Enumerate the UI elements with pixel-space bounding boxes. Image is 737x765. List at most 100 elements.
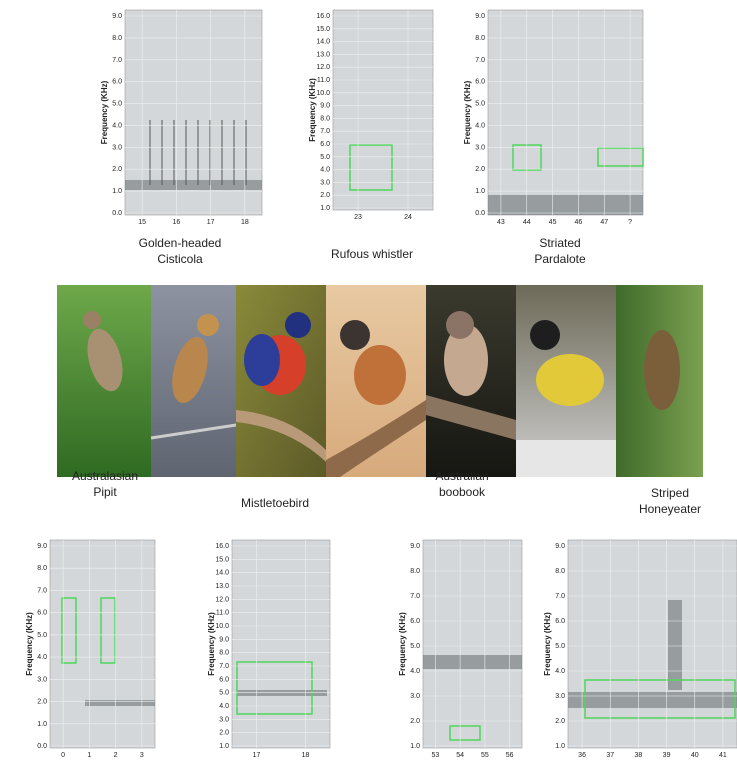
y-tick-label: 4.0 [320, 167, 330, 174]
y-tick-label: 4.0 [410, 668, 420, 675]
species-label: Mistletoebird [241, 496, 309, 510]
species-label: Rufous whistler [331, 247, 413, 261]
y-tick-label: 1.0 [37, 721, 47, 728]
y-tick-label: 8.0 [475, 35, 485, 42]
photo-strip [57, 285, 703, 477]
signal-band [125, 180, 262, 190]
y-tick-label: 9.0 [37, 543, 47, 550]
y-tick-label: 7.0 [555, 593, 565, 600]
y-tick-label: 3.0 [112, 144, 122, 151]
y-tick-label: 11.0 [216, 610, 229, 617]
x-tick-label: 40 [691, 752, 699, 759]
species-label: Pardalote [534, 252, 586, 266]
y-tick-label: 14.0 [215, 570, 229, 577]
y-tick-label: 3.0 [320, 179, 330, 186]
y-tick-label: 7.0 [475, 57, 485, 64]
y-tick-label: 14.0 [316, 39, 330, 46]
signal-band [668, 600, 682, 690]
x-tick-label: 24 [404, 214, 412, 221]
y-tick-label: 15.0 [215, 556, 229, 563]
species-label: Cisticola [157, 252, 203, 266]
x-tick-label: 37 [606, 752, 614, 759]
y-tick-label: 16.0 [316, 13, 330, 20]
y-tick-label: 12.0 [215, 596, 229, 603]
y-tick-label: 1.0 [219, 743, 229, 750]
y-tick-label: 3.0 [219, 716, 229, 723]
spectrogram-area [333, 10, 433, 210]
y-tick-label: 5.0 [37, 632, 47, 639]
y-tick-label: 0.0 [475, 210, 485, 217]
y-axis-label: Frequency (KHz) [543, 612, 552, 676]
y-tick-label: 5.0 [112, 101, 122, 108]
y-tick-label: 10.0 [316, 90, 330, 97]
y-tick-label: 2.0 [410, 718, 420, 725]
y-tick-label: 6.0 [219, 676, 229, 683]
y-axis-label: Frequency (KHz) [100, 80, 109, 144]
spectrogram: 1.02.03.04.05.06.07.08.09.010.011.012.01… [207, 496, 330, 759]
species-label: Australian [435, 469, 488, 483]
y-tick-label: 1.0 [112, 188, 122, 195]
x-tick-label: 15 [138, 219, 146, 226]
y-tick-label: 8.0 [112, 35, 122, 42]
x-tick-label: 41 [719, 752, 727, 759]
y-axis-label: Frequency (KHz) [398, 612, 407, 676]
y-tick-label: 9.0 [219, 636, 229, 643]
spectrogram-area [50, 540, 155, 748]
signal-band [423, 655, 522, 669]
y-tick-label: 3.0 [555, 693, 565, 700]
y-tick-label: 9.0 [410, 543, 420, 550]
y-tick-label: 9.0 [320, 103, 330, 110]
y-tick-label: 8.0 [219, 650, 229, 657]
y-tick-label: 3.0 [410, 693, 420, 700]
y-tick-label: 5.0 [219, 690, 229, 697]
x-tick-label: 3 [140, 752, 144, 759]
x-tick-label: 2 [114, 752, 118, 759]
spectrogram: 1.02.03.04.05.06.07.08.09.010.011.012.01… [308, 10, 433, 261]
y-tick-label: 1.0 [475, 188, 485, 195]
y-tick-label: 13.0 [215, 583, 229, 590]
figure: 0.01.02.03.04.05.06.07.08.09.015161718Fr… [0, 0, 737, 760]
species-label: Golden-headed [139, 236, 222, 250]
y-tick-label: 4.0 [37, 654, 47, 661]
x-tick-label: 54 [456, 752, 464, 759]
y-tick-label: 13.0 [316, 51, 330, 58]
y-tick-label: 4.0 [219, 703, 229, 710]
signal-band [568, 692, 737, 708]
y-tick-label: 5.0 [475, 101, 485, 108]
y-tick-label: 7.0 [320, 128, 330, 135]
x-tick-label: 47 [600, 219, 608, 226]
y-tick-label: 12.0 [316, 64, 330, 71]
y-tick-label: 8.0 [555, 568, 565, 575]
x-tick-label: 56 [506, 752, 514, 759]
y-tick-label: 4.0 [475, 122, 485, 129]
x-tick-label: 55 [481, 752, 489, 759]
x-tick-label: 45 [549, 219, 557, 226]
y-tick-label: 9.0 [112, 13, 122, 20]
y-tick-label: 6.0 [320, 141, 330, 148]
species-label: Striped [651, 486, 689, 500]
y-tick-label: 2.0 [475, 166, 485, 173]
species-label: Australasian [72, 469, 138, 483]
y-tick-label: 8.0 [37, 565, 47, 572]
y-tick-label: 7.0 [410, 593, 420, 600]
y-tick-label: 9.0 [475, 13, 485, 20]
species-label: Striated [539, 236, 580, 250]
y-tick-label: 1.0 [410, 743, 420, 750]
y-tick-label: 8.0 [410, 568, 420, 575]
species-label: Honeyeater [639, 502, 701, 516]
signal-band [85, 700, 155, 706]
x-tick-label: 38 [635, 752, 643, 759]
x-tick-label: 18 [302, 752, 310, 759]
y-tick-label: 9.0 [555, 543, 565, 550]
y-tick-label: 0.0 [112, 210, 122, 217]
y-tick-label: 16.0 [215, 543, 229, 550]
y-tick-label: 7.0 [37, 587, 47, 594]
spectrogram-area [232, 540, 330, 748]
y-tick-label: 2.0 [320, 192, 330, 199]
x-tick-label: 18 [241, 219, 249, 226]
x-tick-label: 0 [61, 752, 65, 759]
species-label: Pipit [93, 485, 117, 499]
x-tick-label: 17 [207, 219, 215, 226]
